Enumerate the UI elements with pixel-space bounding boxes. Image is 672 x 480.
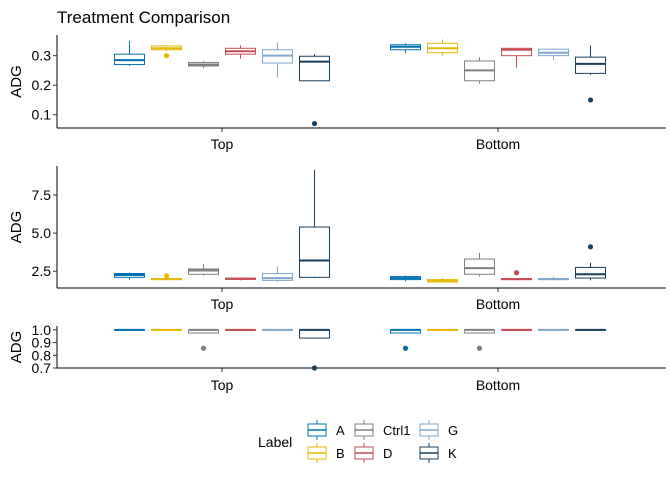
- panel-2: 2.5 5.0 7.5 ADG Top Bottom: [8, 166, 666, 312]
- box-top-ctrl1: [188, 328, 219, 351]
- box-top-a: [114, 328, 145, 331]
- box-top-a: [114, 272, 145, 280]
- legend-label: B: [336, 446, 345, 461]
- legend-item-d: D: [354, 443, 392, 463]
- outlier-point: [513, 270, 520, 276]
- box-body: [299, 329, 330, 339]
- y-tick-label: 0.1: [32, 107, 52, 123]
- x-tick-label: Bottom: [476, 377, 520, 393]
- box-top-ctrl1: [188, 60, 219, 69]
- box-bottom-d: [501, 270, 532, 281]
- box-top-d: [225, 277, 256, 281]
- legend-item-a: A: [307, 420, 345, 440]
- box-top-a: [114, 40, 145, 66]
- box-top-g: [262, 42, 293, 78]
- y-tick-label: 0.3: [32, 48, 52, 64]
- legend-label: Ctrl1: [383, 423, 410, 438]
- legend-item-g: G: [419, 420, 458, 440]
- legend-item-k: K: [419, 443, 457, 463]
- panels: 0.1 0.2 0.3 ADG Top Bottom 2.5 5.0 7.5 ADG Top Bott…: [8, 35, 666, 393]
- box-top-k: [299, 54, 330, 127]
- y-tick-label: 0.8: [32, 347, 52, 363]
- legend: Label AB Ctrl1 D GK: [258, 420, 458, 463]
- box-bottom-b: [427, 39, 458, 56]
- box-bottom-k: [575, 244, 606, 281]
- outlier-point: [587, 244, 594, 250]
- y-tick-label: 0.2: [32, 77, 52, 93]
- box-bottom-ctrl1: [464, 328, 495, 351]
- box-bottom-a: [390, 275, 421, 282]
- legend-label: K: [448, 446, 457, 461]
- box-bottom-b: [427, 278, 458, 283]
- legend-label: D: [383, 446, 392, 461]
- y-tick-label: 1.0: [32, 322, 52, 338]
- x-tick-label: Top: [211, 136, 234, 152]
- box-top-k: [299, 328, 330, 371]
- outlier-point: [163, 53, 170, 59]
- box-top-b: [151, 328, 182, 331]
- box-body: [575, 56, 606, 74]
- box-top-b: [151, 45, 182, 59]
- box-bottom-a: [390, 43, 421, 53]
- y-axis-label: ADG: [8, 65, 25, 98]
- y-axis-label: ADG: [8, 331, 25, 364]
- outlier-point: [311, 365, 318, 371]
- box-bottom-k: [575, 328, 606, 331]
- box-bottom-g: [538, 48, 569, 61]
- box-bottom-g: [538, 328, 569, 331]
- box-bottom-g: [538, 276, 569, 281]
- y-tick-label: 2.5: [32, 263, 52, 279]
- box-bottom-d: [501, 47, 532, 68]
- x-tick-label: Top: [211, 296, 234, 312]
- box-bottom-ctrl1: [464, 252, 495, 277]
- y-tick-label: 0.9: [32, 335, 52, 351]
- box-top-d: [225, 328, 256, 331]
- x-tick-label: Bottom: [476, 296, 520, 312]
- box-body: [299, 226, 330, 278]
- box-body: [464, 258, 495, 275]
- box-body: [299, 55, 330, 82]
- legend-label: G: [448, 423, 458, 438]
- panel-1: 0.1 0.2 0.3 ADG Top Bottom: [8, 35, 666, 152]
- box-top-g: [262, 328, 293, 331]
- panel-3: 0.70.80.91.0 ADG Top Bottom: [8, 322, 666, 393]
- box-bottom-b: [427, 328, 458, 331]
- x-tick-label: Bottom: [476, 136, 520, 152]
- box-bottom-k: [575, 45, 606, 103]
- box-bottom-ctrl1: [464, 57, 495, 84]
- outlier-point: [476, 345, 483, 351]
- y-tick-label: 5.0: [32, 225, 52, 241]
- outlier-point: [200, 345, 207, 351]
- y-axis-label: ADG: [8, 211, 25, 244]
- legend-item-b: B: [307, 443, 345, 463]
- box-top-k: [299, 169, 330, 279]
- chart-title: Treatment Comparison: [57, 8, 230, 27]
- legend-item-ctrl1: Ctrl1: [354, 420, 410, 440]
- y-tick-label: 7.5: [32, 187, 52, 203]
- y-tick-label: 0.7: [32, 360, 52, 376]
- box-top-b: [151, 273, 182, 281]
- box-top-d: [225, 45, 256, 59]
- box-body: [188, 268, 219, 275]
- box-top-ctrl1: [188, 264, 219, 276]
- box-top-g: [262, 266, 293, 282]
- legend-title: Label: [258, 434, 292, 450]
- box-body: [262, 273, 293, 281]
- box-body: [501, 47, 532, 57]
- box-bottom-d: [501, 328, 532, 331]
- legend-label: A: [336, 423, 345, 438]
- outlier-point: [402, 345, 409, 351]
- outlier-point: [163, 273, 170, 279]
- box-body: [575, 266, 606, 279]
- outlier-point: [311, 120, 318, 127]
- box-bottom-a: [390, 328, 421, 351]
- outlier-point: [587, 97, 594, 103]
- x-tick-label: Top: [211, 377, 234, 393]
